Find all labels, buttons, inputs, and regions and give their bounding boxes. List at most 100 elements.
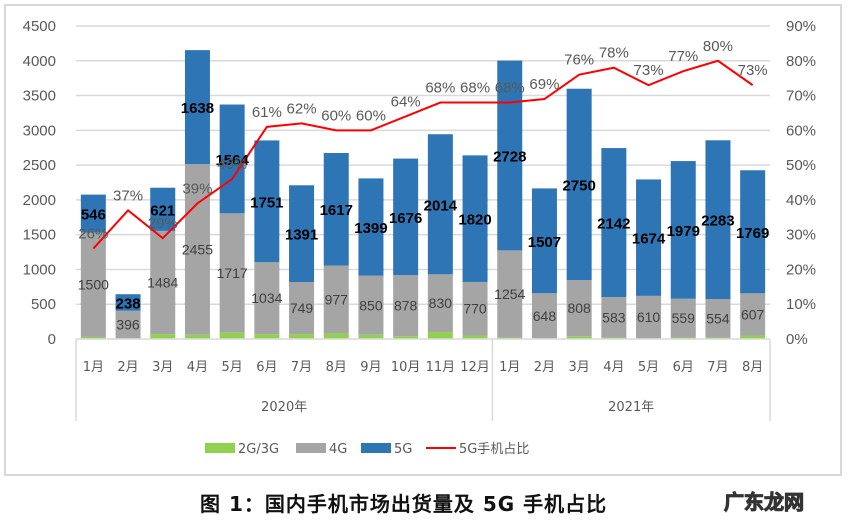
- label-4g: 559: [672, 310, 696, 326]
- label-5g-share: 77%: [668, 48, 698, 65]
- label-4g: 808: [567, 300, 591, 316]
- x-tick-label: 11月: [426, 360, 456, 375]
- bar-segment-5g: [219, 104, 245, 214]
- bar-segment-4g: [358, 275, 384, 335]
- legend-item: 5G手机占比: [426, 442, 529, 457]
- x-tick-label: 8月: [742, 360, 763, 375]
- line-series: [92, 59, 754, 250]
- label-4g: 850: [359, 297, 383, 313]
- legend-item: 2G/3G: [205, 442, 279, 457]
- stacked-bars: [80, 50, 766, 339]
- label-5g: 238: [116, 295, 141, 312]
- bar-segment-5g: [323, 153, 349, 266]
- label-5g-share: 46%: [217, 156, 247, 173]
- legend: 2G/3G 4G 5G 5G手机占比: [205, 442, 529, 457]
- label-4g: 1484: [147, 275, 178, 291]
- bar-segment-5g: [150, 187, 176, 231]
- label-4g: 648: [533, 308, 557, 324]
- label-5g-share: 68%: [425, 80, 455, 97]
- legend-label: 5G: [394, 442, 412, 457]
- bar-segment-4g: [289, 282, 315, 335]
- bar-segment-4g: [636, 295, 662, 339]
- label-4g: 749: [290, 300, 314, 316]
- bar-segment-4g: [393, 275, 419, 337]
- bar-segment-4g: [323, 265, 349, 334]
- label-5g-share: 78%: [599, 45, 629, 62]
- label-5g: 2750: [562, 177, 595, 194]
- legend-item: 5G: [361, 442, 412, 457]
- label-4g: 878: [394, 298, 418, 314]
- label-5g: 621: [150, 202, 175, 219]
- y-tick-left: 2500: [23, 157, 56, 174]
- bar-segment-5g: [462, 155, 488, 282]
- x-tick-label: 1月: [499, 360, 520, 375]
- chart: 0 500 1000 1500 2000 2500 3000 3500 4000 4500 0% 1…: [23, 18, 816, 457]
- label-5g: 1769: [736, 225, 769, 242]
- bar-segment-4g: [254, 262, 280, 335]
- x-tick-label: 7月: [291, 360, 312, 375]
- bar-segment-2g-3g: [219, 332, 245, 339]
- bar-segment-5g: [636, 179, 662, 296]
- x-tick-label: 3月: [152, 360, 173, 375]
- bar-segment-5g: [80, 194, 106, 233]
- bar-segment-2g-3g: [393, 336, 419, 339]
- bar-segment-4g: [497, 250, 523, 338]
- label-5g: 2014: [424, 197, 458, 214]
- bar-segment-2g-3g: [323, 333, 349, 339]
- label-5g: 1617: [320, 202, 353, 219]
- bar-segment-5g: [427, 134, 453, 275]
- y-tick-right: 10%: [786, 296, 816, 313]
- chart-frame: [4, 4, 842, 476]
- y-tick-left: 500: [31, 296, 56, 313]
- x-tick-label: 5月: [222, 360, 243, 375]
- bar-segment-4g: [531, 293, 557, 339]
- x-axis: 1月 2月 3月 4月 5月 6月 7月 8月 9月 10月 11月 12月 2020年 1月 2月 3月 4月…: [75, 338, 771, 421]
- label-5g: 1820: [458, 212, 491, 229]
- label-5g-share: 26%: [78, 226, 108, 243]
- legend-label: 5G手机占比: [459, 442, 529, 457]
- label-4g: 396: [116, 317, 140, 333]
- x-tick-label: 9月: [360, 360, 381, 375]
- label-4g: 770: [463, 301, 487, 317]
- bar-segment-4g: [462, 281, 488, 336]
- label-5g-share: 61%: [252, 104, 282, 121]
- bar-segment-5g: [254, 140, 280, 263]
- bar-segment-2g-3g: [740, 335, 766, 339]
- y-tick-left: 4500: [23, 18, 56, 35]
- bar-segment-4g: [705, 299, 731, 338]
- y-tick-right: 90%: [786, 18, 816, 35]
- legend-swatch: [361, 443, 391, 453]
- label-4g: 1034: [251, 290, 282, 306]
- label-5g-share: 64%: [391, 93, 421, 110]
- x-group-label: 2021年: [608, 400, 654, 415]
- y-tick-right: 20%: [786, 261, 816, 278]
- 5g-share-line: [92, 59, 754, 250]
- bar-segment-2g-3g: [566, 336, 592, 339]
- x-tick-label: 2月: [534, 360, 555, 375]
- bar-segment-5g: [740, 170, 766, 294]
- legend-swatch: [205, 443, 235, 453]
- y-tick-left: 0: [48, 331, 56, 348]
- x-tick-label: 5月: [638, 360, 659, 375]
- legend-label: 4G: [329, 442, 347, 457]
- y-tick-right: 0%: [786, 331, 808, 348]
- bar-segment-5g: [184, 50, 210, 165]
- x-tick-label: 6月: [673, 360, 694, 375]
- bar-segment-2g-3g: [462, 335, 488, 339]
- label-5g-share: 76%: [564, 52, 594, 69]
- label-5g: 1507: [528, 234, 561, 251]
- y-tick-right: 70%: [786, 88, 816, 105]
- gridlines: [76, 25, 770, 305]
- label-4g: 2455: [182, 241, 213, 257]
- bar-segment-5g: [115, 294, 141, 311]
- bar-segment-5g: [358, 178, 384, 276]
- bar-segment-5g: [531, 188, 557, 294]
- label-5g: 1564: [215, 152, 249, 169]
- bar-segment-5g: [670, 161, 696, 299]
- label-5g-share: 73%: [738, 62, 768, 79]
- label-5g: 1391: [285, 227, 318, 244]
- legend-label: 2G/3G: [238, 442, 279, 457]
- label-5g-share: 60%: [356, 107, 386, 124]
- label-5g-share: 62%: [287, 100, 317, 117]
